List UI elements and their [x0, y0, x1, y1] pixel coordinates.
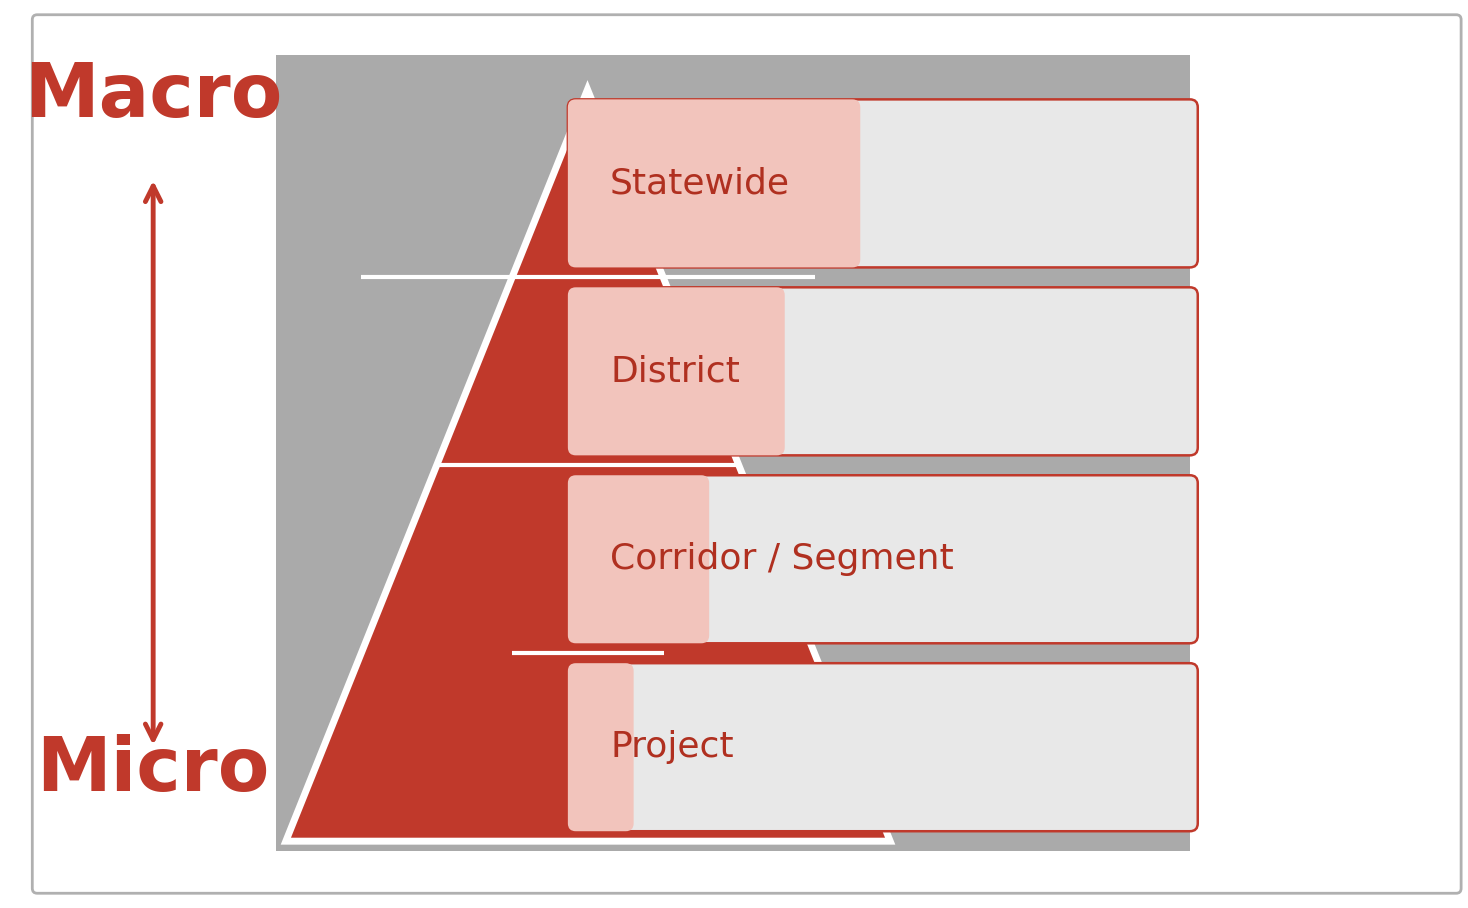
- FancyBboxPatch shape: [32, 15, 1461, 893]
- Bar: [276, 55, 1191, 851]
- FancyBboxPatch shape: [568, 663, 634, 831]
- FancyBboxPatch shape: [568, 475, 1198, 643]
- Text: District: District: [611, 354, 740, 389]
- Text: Project: Project: [611, 730, 734, 765]
- FancyBboxPatch shape: [568, 475, 709, 643]
- FancyBboxPatch shape: [568, 663, 1198, 831]
- FancyBboxPatch shape: [568, 99, 1198, 268]
- Text: Statewide: Statewide: [611, 166, 790, 201]
- Text: Corridor / Segment: Corridor / Segment: [611, 542, 954, 577]
- Text: Macro: Macro: [23, 60, 282, 133]
- FancyBboxPatch shape: [568, 287, 785, 455]
- Text: Micro: Micro: [37, 734, 270, 807]
- Polygon shape: [286, 89, 890, 841]
- FancyBboxPatch shape: [568, 99, 860, 268]
- FancyBboxPatch shape: [568, 287, 1198, 455]
